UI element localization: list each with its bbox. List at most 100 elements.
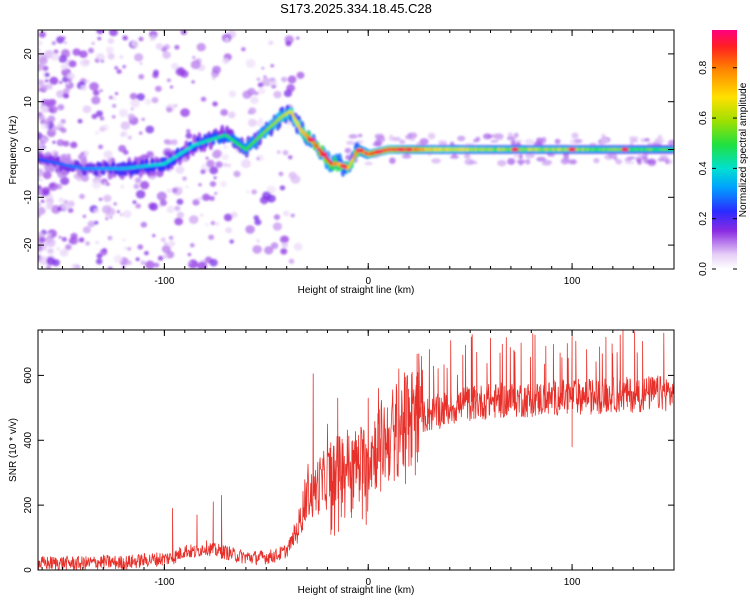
colorbar-label: Normalized spectral amplitude [738,82,749,217]
colorbar-tick-label: 0.0 [698,262,709,276]
noise-blob [264,246,274,255]
noise-blob [103,194,112,203]
noise-blob [200,169,206,175]
noise-blob [62,36,66,40]
noise-blob [149,37,154,42]
noise-blob [267,194,276,203]
noise-blob [41,193,46,197]
noise-blob [189,243,195,248]
noise-blob [270,242,279,250]
noise-blob [159,199,167,207]
noise-blob [95,110,103,117]
noise-blob [38,213,41,218]
noise-blob [134,177,142,184]
ridge-mid-blob [94,169,99,177]
noise-blob [273,214,281,221]
noise-blob [221,153,229,161]
noise-blob [52,140,56,144]
noise-blob [401,154,412,159]
snr-series-line [38,330,674,570]
ridge-hotspot [405,147,413,152]
noise-blob [38,168,44,177]
noise-blob [42,65,49,72]
noise-blob [72,48,81,56]
noise-blob [195,198,199,202]
noise-blob [57,207,61,211]
noise-blob [132,200,137,204]
noise-blob [107,266,113,269]
noise-blob [180,108,190,117]
noise-blob [254,219,262,226]
noise-blob [209,166,219,175]
noise-blob [63,87,70,94]
noise-blob [228,90,237,98]
noise-blob [175,165,185,174]
spectrogram-ytick-label: -20 [23,237,34,252]
noise-blob [266,185,276,194]
noise-blob [276,150,281,154]
noise-blob [79,60,85,66]
noise-blob [135,257,140,262]
spectrogram-xlabel: Height of straight line (km) [298,285,415,296]
noise-blob [285,40,292,47]
noise-blob [162,253,169,259]
noise-blob [38,47,42,53]
noise-blob [122,64,127,69]
noise-blob [135,203,142,209]
noise-blob [202,193,211,202]
noise-blob [82,150,89,157]
noise-blob [667,139,674,146]
ridge-mid-blob [167,162,172,169]
ridge-mid-blob [158,165,163,172]
noise-blob [38,40,43,46]
snr-ytick-label: 200 [23,496,34,513]
noise-blob [139,62,143,65]
noise-blob [51,41,57,46]
noise-blob [227,111,236,119]
noise-blob [482,133,492,140]
noise-blob [49,76,59,85]
noise-blob [44,99,55,108]
noise-blob [70,141,78,149]
noise-blob [389,157,396,164]
noise-blob [144,250,149,256]
noise-blob [46,238,56,248]
noise-blob [95,258,103,265]
noise-blob [468,160,478,165]
snr-axes: -100 0 100 0 200 400 600 [23,330,675,588]
noise-blob [188,261,192,265]
snr-frame [37,329,675,571]
spectrogram-ytick-label: 0 [23,146,34,152]
noise-blob [138,74,145,80]
noise-blob [220,181,227,188]
noise-blob [214,191,218,195]
noise-blob [99,89,103,93]
noise-blob [129,92,138,100]
noise-blob [593,157,600,164]
ridge-hotspot [396,147,405,152]
ridge-mid-blob [176,147,180,154]
noise-blob [245,225,255,234]
noise-blob [130,107,134,111]
noise-blob [287,75,297,84]
noise-blob [138,36,144,42]
ridge-hotspot [511,147,519,152]
noise-blob [130,99,140,108]
noise-blob [38,185,42,189]
noise-blob [43,242,47,247]
ridge-mid-blob [118,162,123,169]
noise-blob [269,78,278,86]
noise-blob [209,181,217,187]
noise-blob [449,155,459,159]
noise-blob [45,202,53,210]
noise-blob [140,260,146,266]
ridge-mid-blob [123,169,127,176]
noise-blob [137,244,144,250]
noise-blob [257,87,266,95]
ridge-mid-blob [133,160,137,168]
noise-blob [408,132,418,139]
noise-blob [206,159,215,168]
noise-blob [192,55,196,59]
